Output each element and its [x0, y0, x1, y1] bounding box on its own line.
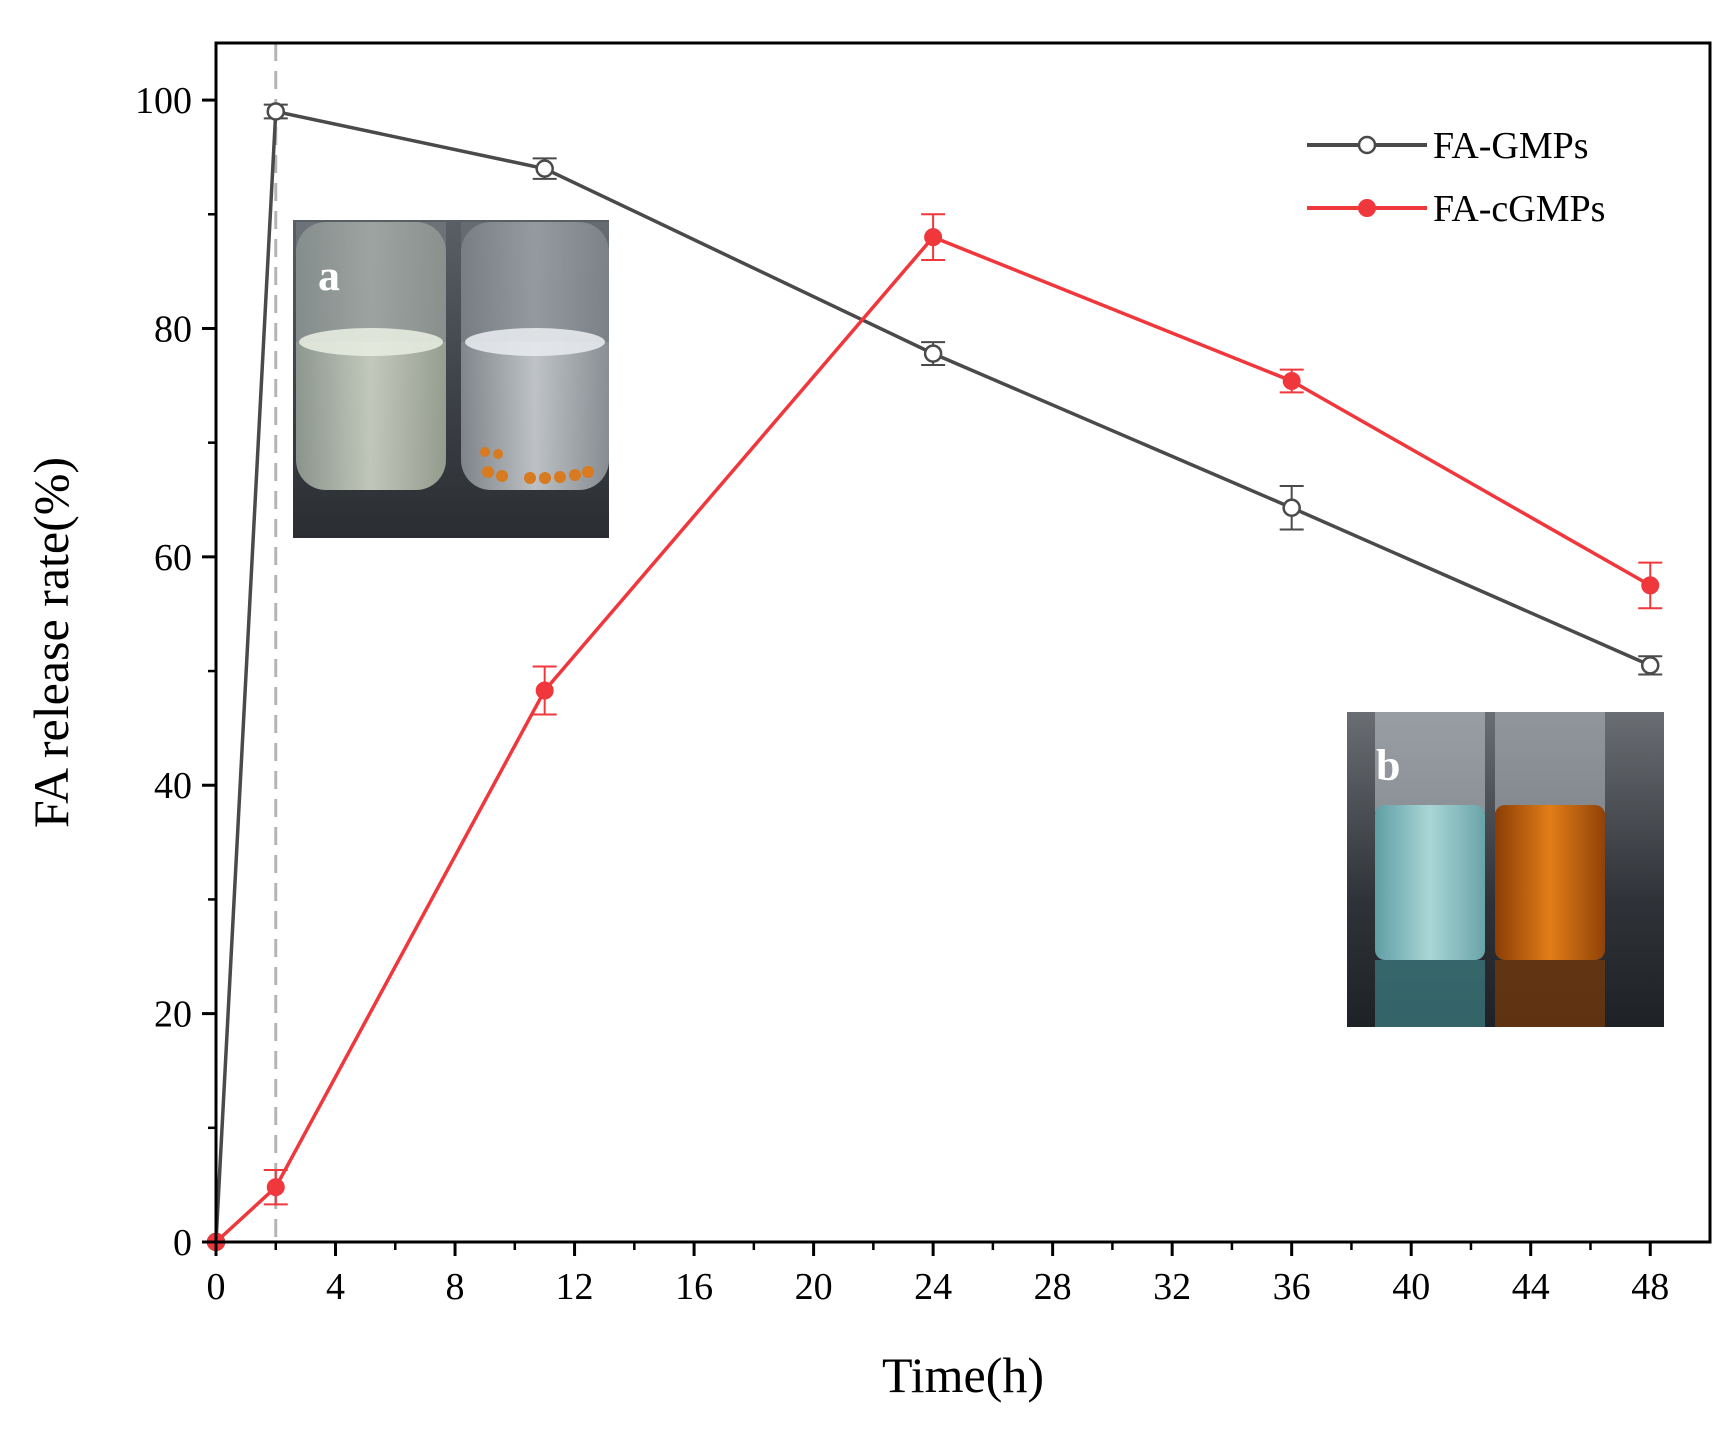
x-tick-label: 32: [1153, 1266, 1191, 1308]
x-tick-label: 0: [207, 1266, 226, 1308]
y-tick-label: 40: [154, 765, 192, 807]
x-tick-label: 20: [795, 1266, 833, 1308]
data-point: [266, 102, 286, 121]
y-tick-label: 100: [135, 80, 192, 122]
series-line: [214, 109, 1651, 1243]
series-line: [214, 235, 1652, 1244]
legend-label-fa-cgmps: FA-cGMPs: [1433, 188, 1605, 230]
x-tick-label: 48: [1631, 1266, 1669, 1308]
x-tick-label: 8: [446, 1266, 465, 1308]
inset-photo-a: a: [293, 220, 609, 538]
x-tick-label: 28: [1034, 1266, 1072, 1308]
legend-marker-fa-cgmps: [1358, 199, 1376, 217]
y-tick-label: 60: [154, 537, 192, 579]
data-point: [923, 344, 943, 363]
series-layer: [206, 102, 1663, 1252]
data-point: [266, 1178, 285, 1197]
series-fa-cgmps: [207, 213, 1663, 1251]
x-tick-label: 12: [556, 1266, 594, 1308]
data-point: [1641, 576, 1660, 595]
plot-frame: [214, 41, 1712, 1244]
x-tick-label: 36: [1273, 1266, 1311, 1308]
x-tick-label: 24: [914, 1266, 952, 1308]
data-point: [1282, 372, 1301, 391]
x-tick-label: 44: [1512, 1266, 1550, 1308]
x-tick-label: 40: [1392, 1266, 1430, 1308]
data-point: [535, 681, 554, 700]
data-point: [1640, 656, 1660, 675]
legend-label-fa-gmps: FA-GMPs: [1433, 125, 1589, 167]
legend-marker-fa-gmps: [1357, 135, 1377, 155]
inset-photo-b: b: [1347, 712, 1664, 1027]
inset-a-label: a: [318, 251, 340, 300]
x-tick-label: 4: [326, 1266, 345, 1308]
data-point: [1282, 498, 1301, 518]
legend: FA-GMPs FA-cGMPs: [1307, 125, 1605, 230]
inset-b-label: b: [1376, 741, 1400, 790]
x-tick-label: 16: [675, 1266, 713, 1308]
y-axis-title: FA release rate(%): [23, 457, 79, 828]
y-tick-label: 20: [154, 994, 192, 1036]
x-axis-title: Time(h): [882, 1347, 1044, 1403]
y-tick-label: 80: [154, 308, 192, 350]
data-point: [924, 228, 943, 247]
data-point: [535, 159, 554, 178]
y-tick-label: 0: [173, 1222, 192, 1264]
